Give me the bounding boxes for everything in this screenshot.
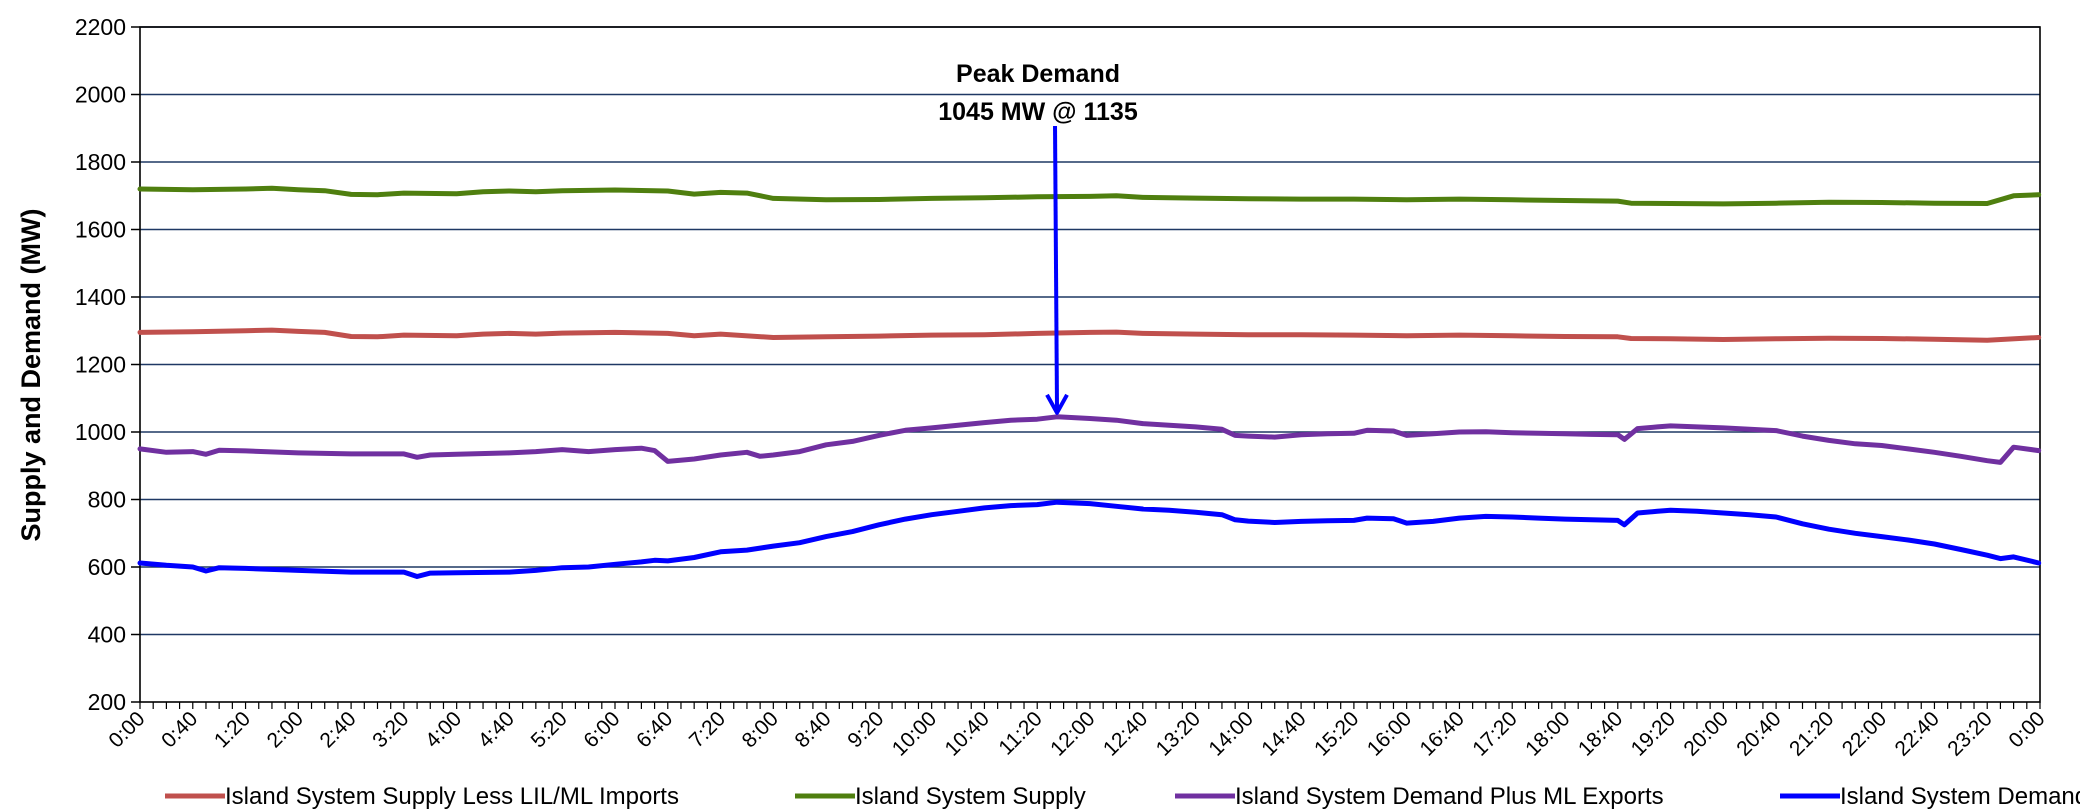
series-line-3: [137, 499, 2042, 579]
x-tick-label: 18:00: [1521, 707, 1574, 760]
x-tick-label: 10:00: [888, 707, 941, 760]
x-tick-label: 10:40: [941, 707, 994, 760]
x-tick-label: 13:20: [1152, 707, 1205, 760]
y-tick-label: 200: [88, 689, 126, 715]
x-tick-label: 14:40: [1257, 707, 1310, 760]
annotation-arrow-shaft: [1053, 125, 1060, 411]
x-tick-label: 23:20: [1943, 707, 1996, 760]
x-tick-label: 11:20: [994, 707, 1046, 759]
y-tick-label: 1400: [75, 284, 126, 310]
legend-label-1: Island System Supply: [855, 783, 1086, 810]
y-tick-label: 2000: [75, 82, 126, 108]
y-tick-label: 1600: [75, 217, 126, 243]
x-tick-label: 3:20: [368, 707, 413, 752]
y-tick-label: 1000: [75, 419, 126, 445]
x-tick-label: 22:00: [1838, 707, 1891, 760]
x-tick-label: 16:00: [1363, 707, 1416, 760]
x-tick-label: 12:00: [1046, 707, 1099, 760]
x-tick-label: 6:40: [632, 707, 677, 752]
y-tick-label: 400: [88, 622, 126, 648]
x-tick-label: 16:40: [1416, 707, 1469, 760]
x-tick-label: 21:20: [1785, 707, 1838, 760]
peak-annotation: Peak Demand 1045 MW @ 1135: [938, 60, 1138, 415]
x-tick-label: 5:20: [527, 707, 572, 752]
legend-label-0: Island System Supply Less LIL/ML Imports: [225, 783, 679, 810]
x-tick-label: 22:40: [1891, 707, 1944, 760]
x-tick-label: 20:00: [1679, 707, 1732, 760]
annotation-arrow-head: [1045, 393, 1069, 415]
x-tick-label: 18:40: [1574, 707, 1627, 760]
y-tick-label: 800: [88, 487, 126, 513]
series-line-2: [137, 414, 2042, 465]
y-axis-label: Supply and Demand (MW): [16, 209, 46, 542]
x-tick-label: 14:00: [1204, 707, 1257, 760]
x-tick-label: 4:00: [421, 707, 466, 752]
x-tick-label: 12:40: [1099, 707, 1152, 760]
y-tick-label: 600: [88, 554, 126, 580]
x-tick-label: 8:40: [790, 707, 835, 752]
x-tick-label: 15:20: [1310, 707, 1363, 760]
x-tick-label: 0:00: [2004, 707, 2049, 752]
annotation-line-1: Peak Demand: [956, 60, 1120, 88]
x-tick-label: 9:20: [843, 707, 888, 752]
y-tick-label: 1200: [75, 352, 126, 378]
series-line-0: [137, 327, 2042, 343]
x-tick-label: 0:40: [157, 707, 202, 752]
x-tick-label: 2:40: [315, 707, 360, 752]
x-tick-label: 4:40: [474, 707, 519, 752]
annotation-line-2: 1045 MW @ 1135: [938, 98, 1138, 126]
x-tick-label: 8:00: [738, 707, 783, 752]
legend-label-3: Island System Demand: [1840, 783, 2080, 810]
x-tick-label: 20:40: [1732, 707, 1785, 760]
x-tick-label: 7:20: [685, 707, 730, 752]
x-tick-label: 1:20: [210, 707, 255, 752]
y-tick-label: 2200: [75, 14, 126, 40]
x-tick-label: 2:00: [263, 707, 308, 752]
series-line-1: [137, 185, 2042, 207]
y-tick-label: 1800: [75, 149, 126, 175]
series-lines: [137, 185, 2042, 579]
x-tick-label: 19:20: [1627, 707, 1680, 760]
x-tick-label: 17:20: [1468, 707, 1521, 760]
axes: 200 400 600 800 1000 1200 1400 1600 1800 2000 2200…: [75, 14, 2050, 761]
legend-label-2: Island System Demand Plus ML Exports: [1235, 783, 1664, 810]
legend: Island System Supply Less LIL/ML Imports…: [165, 783, 2080, 810]
x-tick-label: 6:00: [579, 707, 624, 752]
